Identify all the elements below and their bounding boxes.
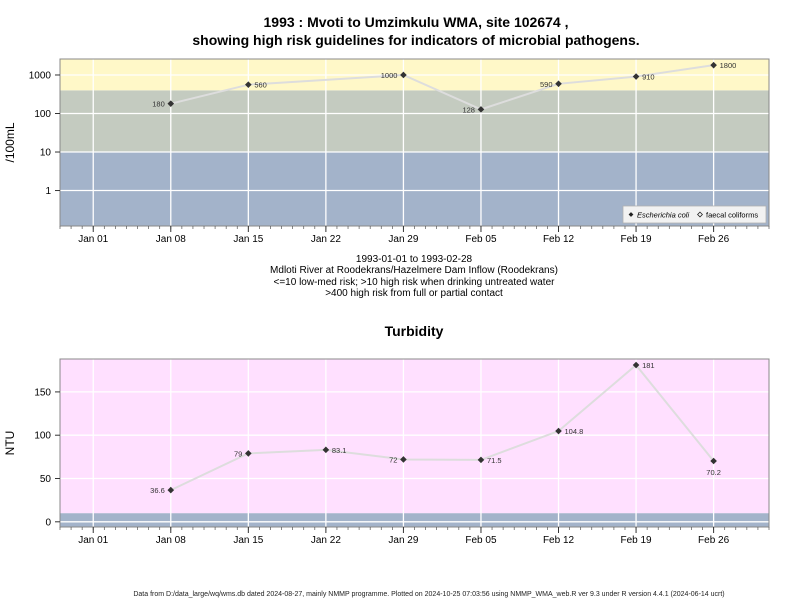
turbidity-panel: Jan 01 Jan 08 Jan 15 Jan 22 Jan 29 Feb 05 Feb … <box>3 323 770 546</box>
turbidity-x-tick-label-4: Jan 29 <box>388 535 418 546</box>
microbial-y-tick-label-1: 10 <box>40 148 52 159</box>
turbidity-x-tick-label-0: Jan 01 <box>78 535 108 546</box>
turbidity-data-point-5 <box>555 427 562 435</box>
microbial-data-point-3 <box>477 106 485 113</box>
microbial-data-point-1 <box>245 81 252 88</box>
microbial-x-tick-label-3: Jan 22 <box>311 234 341 245</box>
turbidity-x-tick-label-7: Feb 19 <box>620 535 652 546</box>
turbidity-y-axis-label: NTU <box>3 431 17 456</box>
turbidity-y-tick-label-1: 50 <box>40 474 52 485</box>
turbidity-data-label-1: 79 <box>234 449 242 458</box>
microbial-x-tick-label-7: Feb 19 <box>620 234 652 245</box>
microbial-chart-title-line-2: showing high risk guidelines for indicat… <box>192 32 639 48</box>
caption-date-range: 1993-01-01 to 1993-02-28 <box>356 254 473 265</box>
microbial-panel: Jan 01 Jan 08 Jan 15 Jan 22 Jan 29 Feb 05 Feb … <box>3 14 770 245</box>
turbidity-data-label-2: 83.1 <box>332 446 347 455</box>
microbial-y-tick-label-3: 1000 <box>29 70 52 81</box>
turbidity-x-tick-label-1: Jan 08 <box>156 535 186 546</box>
microbial-caption: 1993-01-01 to 1993-02-28 Mdloti River at… <box>270 254 558 299</box>
microbial-data-point-2 <box>400 71 407 79</box>
turbidity-data-point-2 <box>322 446 330 454</box>
microbial-data-point-5 <box>632 73 640 80</box>
turbidity-x-tick-label-2: Jan 15 <box>233 535 263 546</box>
microbial-data-label-3: 128 <box>462 105 475 114</box>
caption-contact-guideline: >400 high risk from full or partial cont… <box>325 288 503 299</box>
microbial-legend-box <box>622 205 767 224</box>
microbial-legend-label-faecal: faecal coliforms <box>706 210 758 219</box>
microbial-data-label-2: 1000 <box>381 71 398 80</box>
turbidity-data-label-5: 104.8 <box>565 427 584 436</box>
microbial-x-tick-label-2: Jan 15 <box>233 234 263 245</box>
microbial-legend-marker-faecal <box>697 211 703 218</box>
microbial-data-label-4: 590 <box>540 80 553 89</box>
turbidity-data-point-1 <box>245 450 252 457</box>
turbidity-data-label-4: 71.5 <box>487 456 502 465</box>
microbial-legend-marker-ecoli <box>628 212 634 217</box>
turbidity-series-line-0 <box>170 363 715 492</box>
turbidity-data-point-7 <box>710 457 717 465</box>
microbial-x-tick-label-6: Feb 12 <box>543 234 575 245</box>
turbidity-x-tick-label-3: Jan 22 <box>311 535 341 546</box>
microbial-data-label-6: 1800 <box>720 61 737 70</box>
microbial-data-point-4 <box>555 80 562 88</box>
turbidity-data-label-6: 181 <box>642 361 655 370</box>
caption-site-name: Mdloti River at Roodekrans/Hazelmere Dam… <box>270 265 558 276</box>
turbidity-risk-band-0 <box>60 513 769 527</box>
turbidity-data-label-7: 70.2 <box>706 468 721 477</box>
microbial-data-label-0: 180 <box>152 100 165 109</box>
microbial-x-tick-label-1: Jan 08 <box>156 234 186 245</box>
microbial-x-tick-label-5: Feb 05 <box>465 234 497 245</box>
turbidity-data-point-6 <box>632 361 640 369</box>
footer-provenance: Data from D:/data_large/wq/wms.db dated … <box>133 591 724 598</box>
turbidity-x-tick-label-8: Feb 26 <box>698 535 730 546</box>
turbidity-x-tick-label-5: Feb 05 <box>465 535 497 546</box>
microbial-legend-label-ecoli: Escherichia coli <box>637 210 689 219</box>
turbidity-y-tick-label-2: 100 <box>34 431 51 442</box>
turbidity-data-label-3: 72 <box>389 455 397 464</box>
turbidity-chart-title: Turbidity <box>385 323 444 339</box>
microbial-data-label-1: 560 <box>254 81 267 90</box>
turbidity-y-tick-label-0: 0 <box>45 517 51 528</box>
microbial-x-tick-label-8: Feb 26 <box>698 234 730 245</box>
microbial-data-label-5: 910 <box>642 73 655 82</box>
turbidity-data-point-4 <box>477 456 485 464</box>
microbial-data-point-0 <box>167 100 175 107</box>
microbial-data-point-6 <box>710 61 717 69</box>
microbial-x-tick-label-0: Jan 01 <box>78 234 108 245</box>
microbial-risk-band-1 <box>60 90 769 153</box>
microbial-chart-title-line-1: 1993 : Mvoti to Umzimkulu WMA, site 1026… <box>264 14 569 30</box>
caption-drinking-guideline: <=10 low-med risk; >10 high risk when dr… <box>274 277 556 288</box>
microbial-y-tick-label-2: 100 <box>34 109 51 120</box>
turbidity-x-tick-label-6: Feb 12 <box>543 535 575 546</box>
microbial-y-axis-label: /100mL <box>3 122 17 162</box>
turbidity-data-label-0: 36.6 <box>150 486 165 495</box>
turbidity-data-point-0 <box>167 486 175 494</box>
microbial-y-tick-label-0: 1 <box>45 186 51 197</box>
turbidity-y-tick-label-3: 150 <box>34 387 51 398</box>
microbial-x-tick-label-4: Jan 29 <box>388 234 418 245</box>
turbidity-risk-band-1 <box>60 359 769 514</box>
turbidity-data-point-3 <box>400 456 407 463</box>
